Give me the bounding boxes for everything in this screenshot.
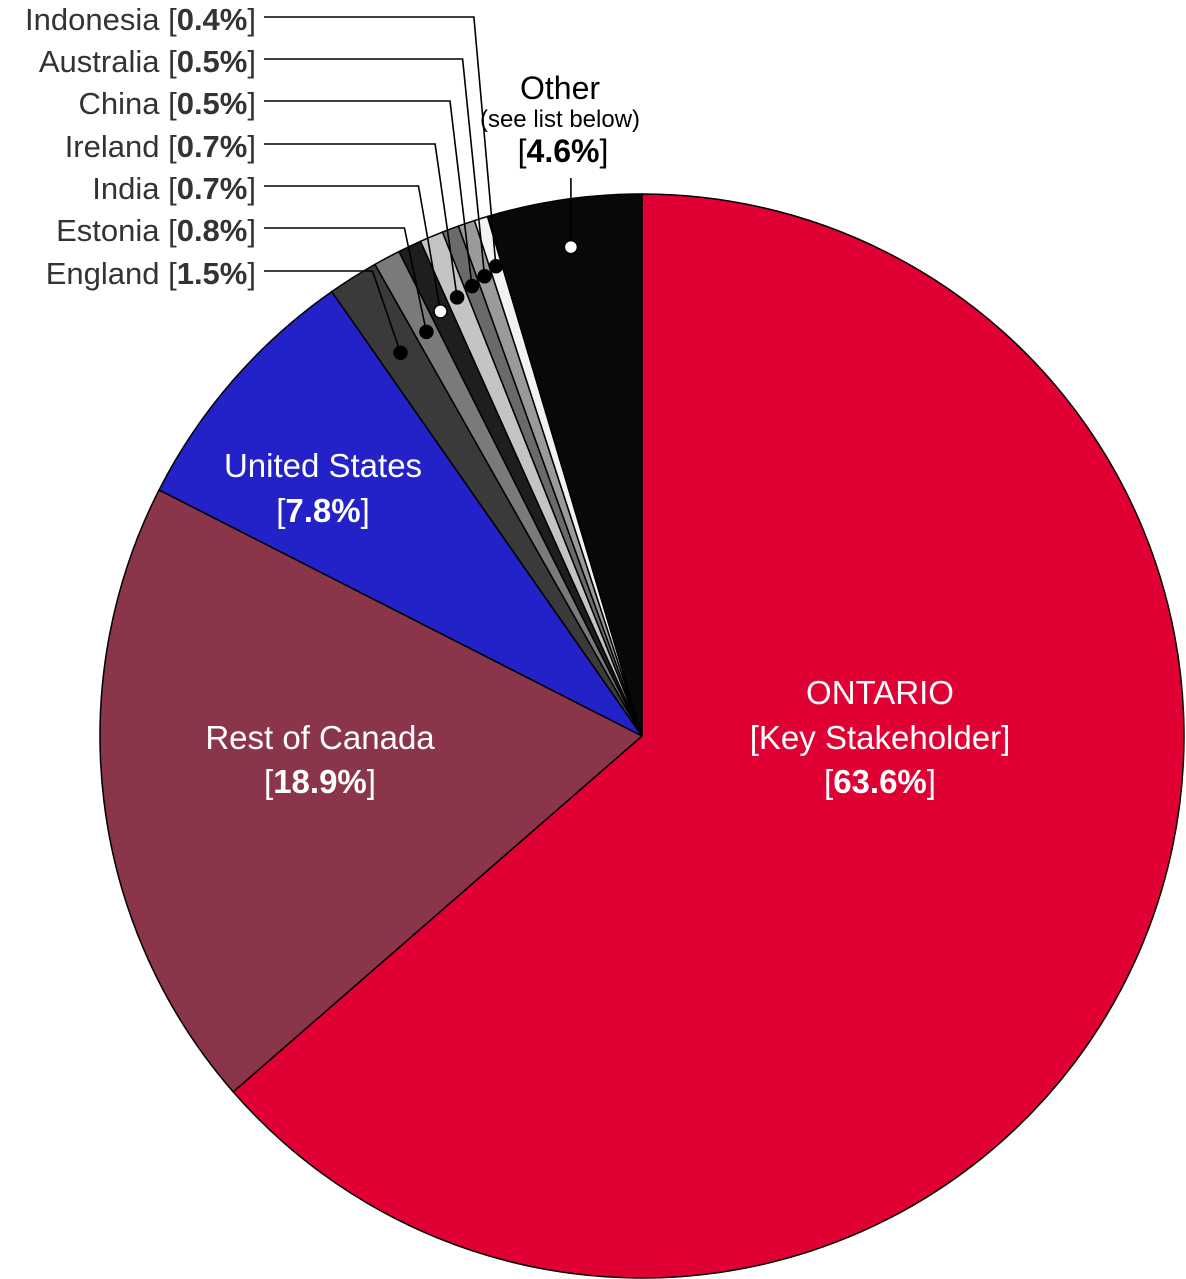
leader-dot-other bbox=[563, 239, 579, 255]
leader-lines bbox=[264, 16, 579, 361]
slice-label-rest-of-canada-name: Rest of Canada bbox=[205, 719, 435, 756]
pie-slice-other bbox=[486, 193, 643, 737]
slice-label-ireland: Ireland [0.7%] bbox=[65, 129, 256, 164]
slice-label-united-states-value: [7.8%] bbox=[276, 492, 370, 529]
leader-dot-england bbox=[393, 345, 408, 361]
leader-line-indonesia bbox=[264, 16, 497, 267]
slice-label-england: England [1.5%] bbox=[46, 256, 256, 291]
pie-slice-united-states bbox=[158, 290, 643, 737]
slice-label-other-value: [4.6%] bbox=[518, 133, 609, 169]
slice-label-india: India [0.7%] bbox=[92, 171, 256, 206]
slice-label-ontario-value: [63.6%] bbox=[824, 763, 936, 800]
slice-label-united-states-name: United States bbox=[224, 447, 422, 484]
leader-dot-estonia bbox=[419, 324, 434, 340]
slice-label-ontario-sub: [Key Stakeholder] bbox=[750, 719, 1011, 756]
leader-line-estonia bbox=[264, 227, 428, 333]
slice-label-other-name: Other bbox=[520, 70, 600, 106]
slice-label-china: China [0.5%] bbox=[78, 86, 256, 121]
slice-label-australia: Australia [0.5%] bbox=[39, 44, 256, 79]
leader-line-england bbox=[264, 270, 402, 354]
pie-slices bbox=[99, 193, 1185, 1279]
leader-dot-india bbox=[433, 304, 448, 319]
slice-label-indonesia: Indonesia [0.4%] bbox=[25, 2, 256, 37]
slice-label-rest-of-canada-value: [18.9%] bbox=[264, 763, 376, 800]
slice-labels: ONTARIO [Key Stakeholder] [63.6%] Rest of C… bbox=[25, 2, 1010, 800]
leader-dot-ireland bbox=[449, 290, 465, 305]
leader-line-china bbox=[264, 100, 473, 287]
leader-dot-indonesia bbox=[488, 258, 504, 274]
leader-line-india bbox=[264, 185, 442, 312]
slice-label-other-sub: (see list below) bbox=[480, 106, 640, 133]
pie-slice-rest-of-canada bbox=[99, 488, 644, 1093]
pie-slice-ontario bbox=[232, 193, 1185, 1279]
slice-label-estonia: Estonia [0.8%] bbox=[56, 213, 256, 248]
leader-dot-china bbox=[464, 278, 480, 294]
slice-label-ontario-name: ONTARIO bbox=[806, 674, 954, 711]
leader-dot-australia bbox=[477, 268, 492, 284]
leader-line-ireland bbox=[264, 143, 458, 298]
leader-line-australia bbox=[264, 58, 486, 277]
